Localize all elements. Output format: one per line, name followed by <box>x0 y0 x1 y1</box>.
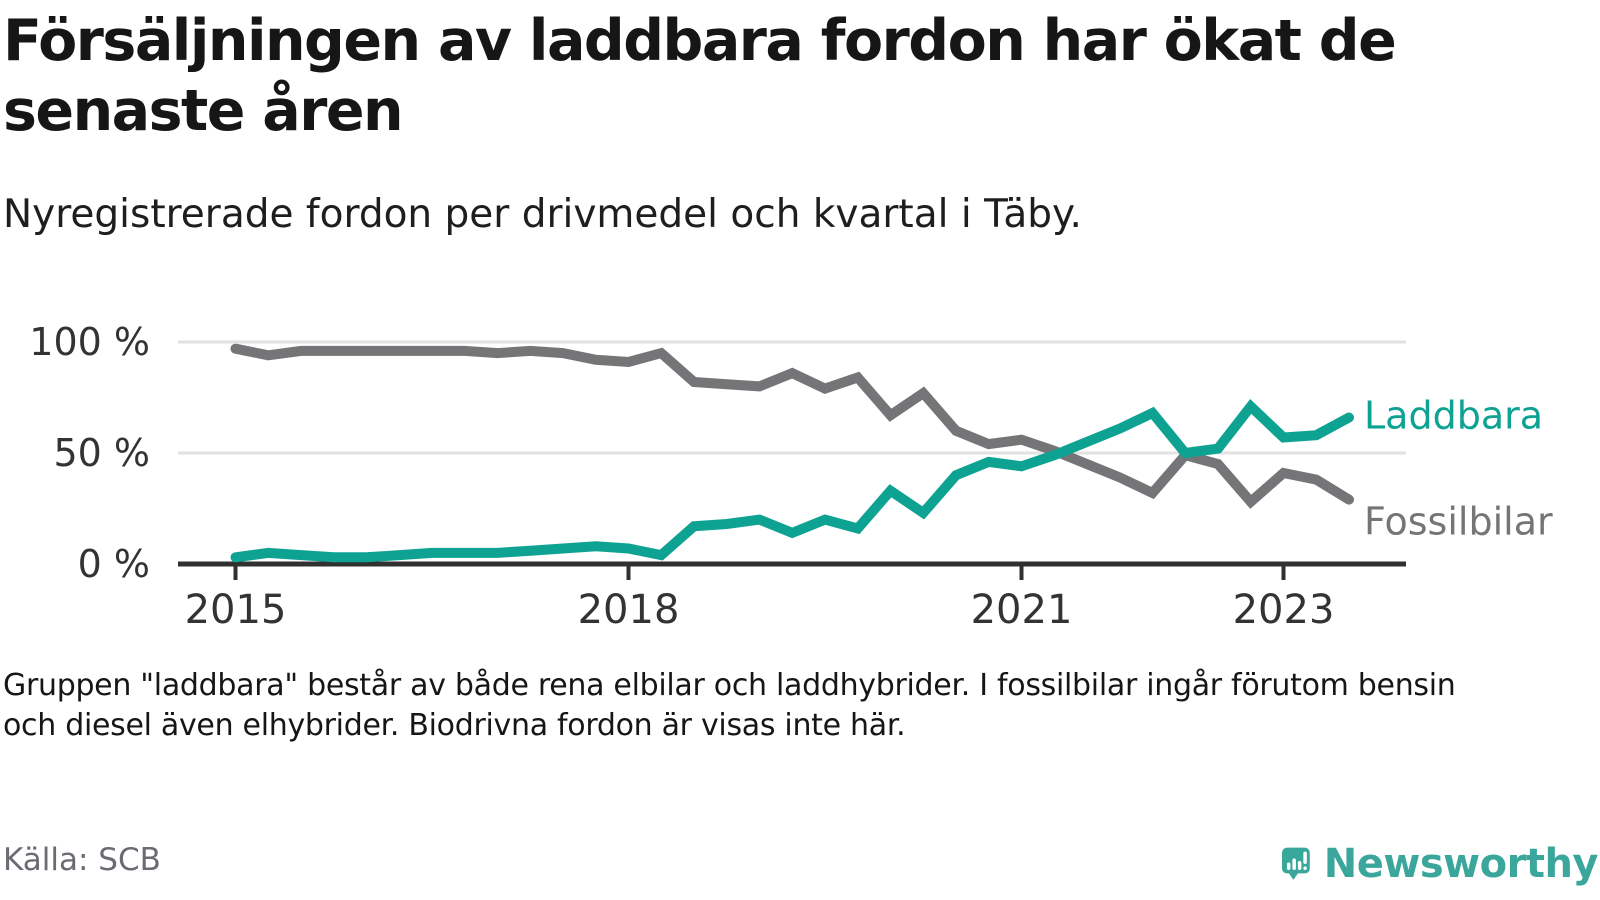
source-label: Källa: SCB <box>3 842 161 878</box>
footnote-line-1: Gruppen "laddbara" består av både rena e… <box>3 668 1456 703</box>
y-tick-label-100: 100 % <box>29 320 150 364</box>
footnote: Gruppen "laddbara" består av både rena e… <box>3 666 1597 746</box>
legend-label-fossilbilar: Fossilbilar <box>1364 500 1553 544</box>
x-tick-label-2015: 2015 <box>185 587 287 633</box>
page-title-line-1: Försäljningen av laddbara fordon har öka… <box>3 8 1397 74</box>
footnote-line-2: och diesel även elhybrider. Biodrivna fo… <box>3 708 906 743</box>
page-title-line-2: senaste åren <box>3 78 404 144</box>
x-tick-label-2018: 2018 <box>578 587 680 633</box>
newsworthy-logo: Newsworthy <box>1282 828 1599 900</box>
newsworthy-logo-text: Newsworthy <box>1323 841 1599 887</box>
newsworthy-logo-icon <box>1282 847 1310 880</box>
y-tick-label-0: 0 % <box>78 542 150 586</box>
legend-label-laddbara: Laddbara <box>1364 393 1543 437</box>
line-chart: 100 % 50 % 0 % 2015 2018 2021 2023 Laddbara Foss… <box>29 320 1553 633</box>
series-line-laddbara <box>230 398 1354 563</box>
y-tick-label-50: 50 % <box>53 431 150 475</box>
x-tick-label-2021: 2021 <box>971 587 1073 633</box>
x-tick-label-2023: 2023 <box>1233 587 1335 633</box>
series-line-fossilbilar <box>230 343 1354 509</box>
chart-subtitle: Nyregistrerade fordon per drivmedel och … <box>3 192 1082 237</box>
page-title: Försäljningen av laddbara fordon har öka… <box>3 6 1597 146</box>
